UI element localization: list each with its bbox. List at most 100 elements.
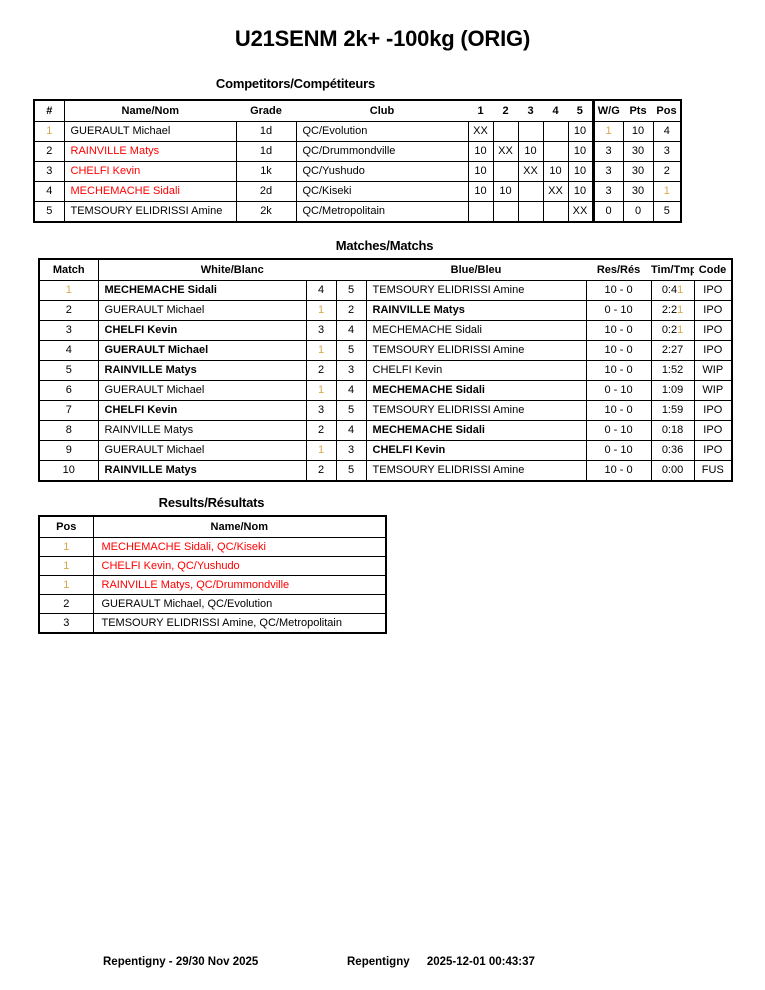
blue-name-cell: MECHEMACHE Sidali [365,320,587,341]
competitor-number-cell: 5 [33,201,65,223]
position-cell: 3 [652,141,682,162]
blue-number-cell: 5 [335,460,367,482]
competitors-table: # Name/Nom Grade Club 1 2 3 4 5 W/G Pts … [33,99,682,223]
result-name-cell: TEMSOURY ELIDRISSI Amine, QC/Metropolita… [92,613,387,634]
position-cell: 5 [652,201,682,223]
wins-cell: 1 [591,121,624,142]
score-cell: 10 [567,161,594,182]
match-row: 4 GUERAULT Michael 1 5 TEMSOURY ELIDRISS… [38,340,733,361]
white-name-cell: CHELFI Kevin [97,320,307,341]
code-cell: IPO [693,340,733,361]
code-cell: FUS [693,460,733,482]
blue-name-cell: TEMSOURY ELIDRISSI Amine [365,280,587,301]
white-number-cell: 1 [305,340,337,361]
col-header-club: Club [296,99,468,122]
code-cell: IPO [693,420,733,441]
code-cell: IPO [693,320,733,341]
col-header-round-2: 2 [493,99,518,122]
print-location: Repentigny [347,956,410,968]
col-header-name: Name/Nom [64,99,236,122]
club-cell: QC/Metropolitain [295,201,469,223]
wins-cell: 3 [591,161,624,182]
col-header-code: Code [694,258,733,281]
matches-header-row: Match White/Blanc Blue/Bleu Res/Rés Tim/… [39,258,733,281]
page-title: U21SENM 2k+ -100kg (ORIG) [234,26,531,51]
matches-heading: Matches/Matchs [335,238,434,253]
code-cell: IPO [693,300,733,321]
match-row: 1 MECHEMACHE Sidali 4 5 TEMSOURY ELIDRIS… [38,280,733,301]
col-header-grade: Grade [236,99,296,122]
result-name-cell: GUERAULT Michael, QC/Evolution [92,594,387,614]
grade-cell: 2d [235,181,297,202]
score-cell: XX [467,121,494,142]
result-cell: 10 - 0 [585,360,652,381]
competitor-name-cell: GUERAULT Michael [63,121,237,142]
match-row: 7 CHELFI Kevin 3 5 TEMSOURY ELIDRISSI Am… [38,400,733,421]
blue-name-cell: CHELFI Kevin [365,360,587,381]
result-position-cell: 2 [38,594,94,614]
white-number-cell: 1 [305,380,337,401]
col-header-round-5: 5 [568,99,593,122]
blue-name-cell: MECHEMACHE Sidali [365,380,587,401]
match-number-cell: 9 [38,440,99,461]
wins-cell: 3 [591,141,624,162]
time-cell: 0:00 [650,460,695,482]
blue-number-cell: 2 [335,300,367,321]
score-cell: 10 [567,121,594,142]
match-number-cell: 7 [38,400,99,421]
time-cell: 0:18 [650,420,695,441]
print-timestamp: 2025-12-01 00:43:37 [426,956,535,968]
white-name-cell: GUERAULT Michael [97,300,307,321]
score-cell: 10 [567,181,594,202]
results-heading: Results/Résultats [158,495,265,510]
matches-table: Match White/Blanc Blue/Bleu Res/Rés Tim/… [38,258,734,482]
club-cell: QC/Yushudo [295,161,469,182]
blue-name-cell: TEMSOURY ELIDRISSI Amine [365,460,587,482]
result-position-cell: 1 [38,537,94,557]
time-cell: 2:21 [650,300,695,321]
grade-cell: 2k [235,201,297,223]
match-number-cell: 5 [38,360,99,381]
match-row: 2 GUERAULT Michael 1 2 RAINVILLE Matys 0… [38,300,733,321]
result-cell: 0 - 10 [585,440,652,461]
match-number-cell: 3 [38,320,99,341]
result-cell: 0 - 10 [585,380,652,401]
col-header-result-name: Name/Nom [93,515,386,538]
result-row: 1 CHELFI Kevin, QC/Yushudo [38,556,387,576]
col-header-round-4: 4 [543,99,568,122]
result-cell: 10 - 0 [585,320,652,341]
print-info: Repentigny 2025-12-01 00:43:37 [347,956,535,968]
score-cell: XX [517,161,544,182]
result-name-cell: MECHEMACHE Sidali, QC/Kiseki [92,537,387,557]
event-location-date: Repentigny - 29/30 Nov 2025 [103,956,259,968]
score-cell: XX [567,201,594,223]
white-number-cell: 1 [305,300,337,321]
match-number-cell: 10 [38,460,99,482]
time-cell: 2:27 [650,340,695,361]
competitors-header-row: # Name/Nom Grade Club 1 2 3 4 5 W/G Pts … [34,99,681,122]
match-number-cell: 6 [38,380,99,401]
club-cell: QC/Evolution [295,121,469,142]
match-row: 9 GUERAULT Michael 1 3 CHELFI Kevin 0 - … [38,440,733,461]
competitor-name-cell: MECHEMACHE Sidali [63,181,237,202]
score-cell: XX [492,141,519,162]
blue-name-cell: CHELFI Kevin [365,440,587,461]
code-cell: IPO [693,280,733,301]
col-header-round-1: 1 [468,99,493,122]
code-cell: WIP [693,380,733,401]
competitor-row: 5 TEMSOURY ELIDRISSI Amine 2k QC/Metropo… [33,201,682,223]
position-cell: 2 [652,161,682,182]
position-cell: 1 [652,181,682,202]
blue-name-cell: TEMSOURY ELIDRISSI Amine [365,340,587,361]
score-cell: 10 [467,161,494,182]
time-cell: 0:41 [650,280,695,301]
score-cell [542,201,569,223]
col-header-blue: Blue/Bleu [366,258,587,281]
result-cell: 0 - 10 [585,300,652,321]
score-cell [542,141,569,162]
competitor-row: 4 MECHEMACHE Sidali 2d QC/Kiseki 10 10 X… [33,181,682,202]
col-header-white: White/Blanc [98,258,367,281]
score-cell [492,201,519,223]
match-row: 3 CHELFI Kevin 3 4 MECHEMACHE Sidali 10 … [38,320,733,341]
blue-number-cell: 5 [335,280,367,301]
